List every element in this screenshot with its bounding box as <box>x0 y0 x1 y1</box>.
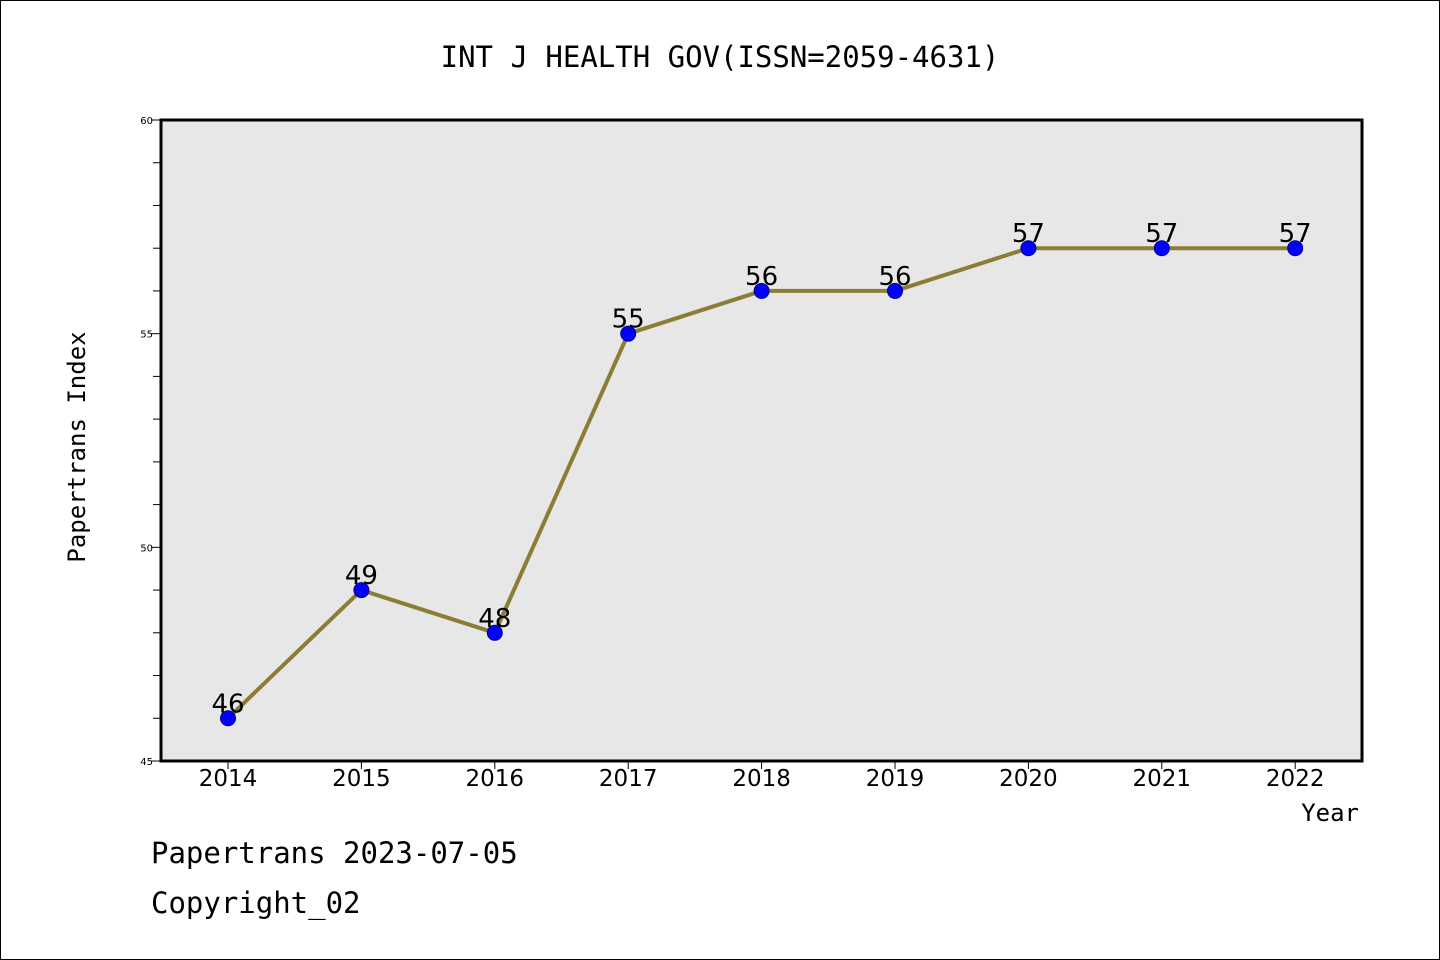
data-label: 57 <box>1279 219 1312 249</box>
data-label-group: 46 49 48 55 56 56 57 57 57 <box>211 219 1311 719</box>
data-point <box>220 710 236 727</box>
x-tick-label: 2015 <box>332 766 391 792</box>
data-point <box>1020 240 1037 257</box>
data-label: 57 <box>1012 219 1045 249</box>
x-axis: 2014 2015 2016 2017 2018 2019 2020 2021 2022 <box>199 761 1325 792</box>
x-tick-label: 2021 <box>1133 766 1192 792</box>
x-tick-label: 2017 <box>599 766 658 792</box>
data-label: 56 <box>745 262 778 292</box>
y-axis-label: Papertrans Index <box>63 331 91 562</box>
data-point <box>620 325 637 342</box>
x-tick-label: 2022 <box>1266 766 1325 792</box>
plot-area <box>159 118 1364 763</box>
y-tick-label: 50 <box>140 543 153 554</box>
x-tick-label: 2020 <box>999 766 1058 792</box>
footer-source: Papertrans 2023-07-05 <box>151 836 518 870</box>
x-tick-label: 2018 <box>732 766 791 792</box>
marker-group <box>220 240 1304 727</box>
data-point <box>1287 240 1304 257</box>
data-label: 46 <box>211 689 244 719</box>
data-label: 56 <box>878 262 911 292</box>
y-tick-label: 55 <box>140 330 153 341</box>
data-label: 57 <box>1145 219 1178 249</box>
footer-copyright: Copyright_02 <box>151 886 361 920</box>
x-tick-label: 2014 <box>199 766 258 792</box>
y-tick-label: 60 <box>140 116 153 127</box>
data-point <box>353 582 370 599</box>
data-point <box>486 624 503 641</box>
x-axis-label: Year <box>1301 799 1359 827</box>
data-label: 55 <box>612 305 645 335</box>
data-point <box>887 282 903 299</box>
y-tick-label: 45 <box>140 757 153 768</box>
x-tick-label: 2019 <box>866 766 925 792</box>
data-point <box>753 282 770 299</box>
chart-title: INT J HEALTH GOV(ISSN=2059-4631) <box>441 40 1000 74</box>
data-point <box>1153 240 1170 257</box>
data-label: 48 <box>478 604 511 634</box>
y-axis: 45 50 55 60 <box>140 116 161 768</box>
x-tick-label: 2016 <box>466 766 525 792</box>
data-label: 49 <box>345 561 378 591</box>
